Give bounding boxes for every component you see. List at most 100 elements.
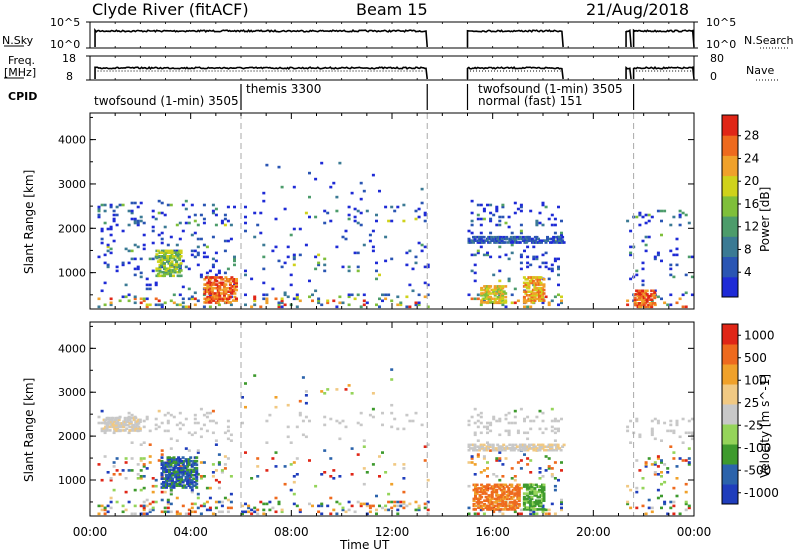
heatmap-cell [555,235,559,239]
heatmap-cell [534,286,538,290]
heatmap-cell [100,508,104,512]
heatmap-cell [226,498,230,502]
heatmap-cell [100,241,104,245]
colorbar-tick-label: -100 [744,441,771,455]
heatmap-cell [472,497,476,501]
heatmap-cell [163,466,167,470]
heatmap-cell [517,490,521,494]
heatmap-cell [148,303,152,307]
heatmap-cell [475,488,479,492]
heatmap-cell [259,231,263,235]
heatmap-cell [396,303,400,307]
heatmap-cell [522,299,526,302]
heatmap-cell [495,209,499,213]
heatmap-cell [547,457,551,460]
heatmap-cell [535,257,539,261]
heatmap-cell [155,267,159,270]
heatmap-cell [295,457,299,460]
heatmap-cell [493,504,497,508]
heatmap-cell [505,445,509,448]
heatmap-cell [526,261,530,265]
heatmap-cell [218,286,222,290]
heatmap-cell [534,502,538,506]
heatmap-cell [205,255,209,259]
heatmap-cell [181,463,185,466]
heatmap-cell [233,205,236,209]
heatmap-cell [176,251,180,254]
heatmap-cell [166,500,170,504]
heatmap-cell [209,301,213,304]
heatmap-cell [663,209,667,213]
heatmap-cell [121,510,125,514]
colorbar-tick-label: 28 [744,129,759,143]
heatmap-cell [229,500,233,504]
heatmap-cell [504,495,508,499]
heatmap-cell [163,225,167,229]
heatmap-cell [308,195,311,199]
heatmap-cell [115,469,119,472]
x-tick-label: 12:00 [375,525,410,539]
heatmap-cell [326,504,330,508]
heatmap-cell [423,502,427,506]
heatmap-cell [510,231,514,235]
heatmap-cell [223,463,227,466]
heatmap-cell [341,265,345,269]
heatmap-cell [295,295,299,299]
colorbar-segment [722,216,738,237]
heatmap-cell [163,506,167,510]
heatmap-cell [356,453,360,456]
heatmap-cell [347,213,351,217]
heatmap-cell [244,502,247,506]
heatmap-cell [133,504,137,508]
heatmap-cell [639,303,643,307]
heatmap-cell [166,429,170,433]
heatmap-cell [493,294,497,297]
heatmap-cell [531,279,535,283]
heatmap-cell [690,275,694,279]
heatmap-cell [660,461,663,464]
nsky-strip-frame [89,21,695,49]
heatmap-cell [495,207,499,211]
heatmap-cell [490,297,494,301]
heatmap-cell [130,211,134,215]
heatmap-cell [169,235,173,239]
heatmap-cell [148,461,152,464]
heatmap-cell [178,465,182,468]
heatmap-cell [214,421,218,425]
heatmap-cell [172,473,176,477]
heatmap-cell [233,281,237,285]
heatmap-cell [193,461,197,465]
heatmap-cell [402,500,406,504]
heatmap-cell [666,512,670,516]
heatmap-cell [414,508,418,512]
heatmap-cell [277,305,281,309]
heatmap-cell [154,484,158,488]
heatmap-cell [103,281,107,285]
heatmap-cell [142,299,146,303]
heatmap-cell [335,500,339,504]
heatmap-cell [262,297,266,301]
heatmap-cell [227,294,231,297]
heatmap-cell [139,475,143,478]
heatmap-cell [117,418,121,422]
heatmap-cell [139,443,143,446]
heatmap-cell [202,243,206,247]
heatmap-cell [557,265,560,269]
heatmap-cell [480,487,484,490]
heatmap-cell [128,418,132,422]
heatmap-cell [378,504,381,508]
heatmap-cell [541,431,545,435]
heatmap-cell [476,445,480,448]
heatmap-cell [518,447,522,450]
colorbar-tick-label: 25 [744,396,759,410]
heatmap-cell [470,199,474,203]
heatmap-cell [235,278,238,281]
heatmap-cell [550,223,554,227]
heatmap-cell [532,448,536,452]
heatmap-cell [533,490,537,494]
heatmap-cell [482,235,486,239]
heatmap-cell [414,255,418,259]
heatmap-cell [519,231,523,235]
heatmap-cell [513,504,517,508]
heatmap-cell [378,475,381,478]
